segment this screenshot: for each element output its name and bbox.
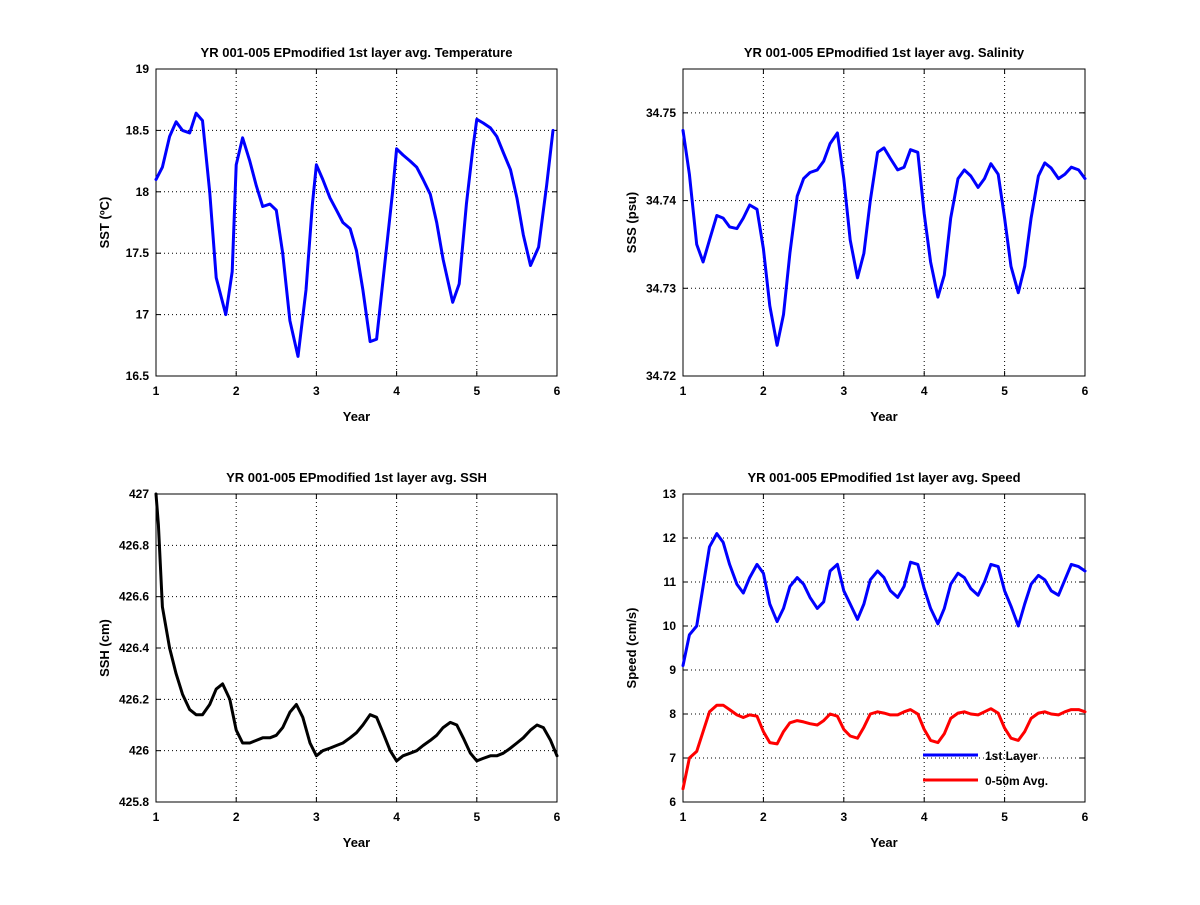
chart-title: YR 001-005 EPmodified 1st layer avg. Sal… — [744, 45, 1025, 60]
x-tick-label: 5 — [1001, 384, 1008, 398]
chart-title: YR 001-005 EPmodified 1st layer avg. Spe… — [747, 470, 1020, 485]
x-tick-label: 3 — [313, 810, 320, 824]
x-tick-label: 5 — [473, 384, 480, 398]
series-line — [154, 492, 559, 763]
y-tick-label: 9 — [669, 663, 676, 677]
y-tick-label: 34.72 — [646, 369, 676, 383]
chart-title: YR 001-005 EPmodified 1st layer avg. SSH — [226, 470, 487, 485]
x-tick-label: 3 — [840, 384, 847, 398]
x-axis-label: Year — [343, 835, 370, 850]
y-tick-label: 426 — [129, 744, 149, 758]
x-tick-label: 1 — [153, 384, 160, 398]
y-tick-label: 12 — [663, 531, 677, 545]
y-tick-label: 18.5 — [126, 123, 150, 137]
y-tick-label: 17 — [136, 308, 150, 322]
series-line-1st-layer — [681, 532, 1087, 668]
chart-salinity: 1 2 3 4 5 6 34.72 34.73 34.74 34.75 YR 001-005 EPm… — [624, 45, 1089, 424]
x-tick-label: 1 — [153, 810, 160, 824]
y-tick-label: 426.8 — [119, 538, 149, 552]
x-tick-label: 4 — [921, 810, 928, 824]
y-tick-label: 16.5 — [126, 369, 150, 383]
plot-area — [155, 68, 558, 377]
legend-label: 0-50m Avg. — [985, 774, 1048, 788]
x-tick-label: 2 — [760, 384, 767, 398]
y-tick-label: 426.6 — [119, 590, 149, 604]
y-tick-label: 6 — [669, 795, 676, 809]
y-tick-label: 13 — [663, 487, 677, 501]
x-tick-label: 1 — [680, 810, 687, 824]
chart-title: YR 001-005 EPmodified 1st layer avg. Tem… — [201, 45, 513, 60]
y-tick-label: 427 — [129, 487, 149, 501]
y-axis-label: SST (ºC) — [97, 197, 112, 249]
x-tick-label: 2 — [233, 384, 240, 398]
chart-ssh: 1 2 3 4 5 6 425.8 426 426.2 426.4 426.6 426.8 427 YR … — [97, 470, 561, 850]
series-line — [154, 111, 555, 358]
y-tick-label: 34.74 — [646, 194, 676, 208]
legend-label: 1st Layer — [985, 749, 1038, 763]
plot-area — [682, 68, 1086, 377]
x-tick-label: 4 — [393, 810, 400, 824]
x-tick-label: 2 — [760, 810, 767, 824]
y-axis-label: SSS (psu) — [624, 192, 639, 253]
y-tick-label: 34.73 — [646, 281, 676, 295]
y-tick-label: 10 — [663, 619, 677, 633]
y-tick-label: 18 — [136, 185, 150, 199]
x-axis-label: Year — [870, 409, 897, 424]
x-tick-label: 1 — [680, 384, 687, 398]
y-axis-label: SSH (cm) — [97, 619, 112, 677]
x-tick-label: 4 — [393, 384, 400, 398]
x-tick-label: 4 — [921, 384, 928, 398]
y-tick-label: 426.2 — [119, 692, 149, 706]
y-tick-label: 11 — [663, 575, 676, 589]
series-line — [681, 128, 1087, 347]
x-tick-label: 3 — [313, 384, 320, 398]
series-line-0-50m-avg- — [681, 703, 1087, 791]
x-axis-label: Year — [870, 835, 897, 850]
plot-area — [682, 493, 1086, 803]
y-tick-label: 17.5 — [126, 246, 150, 260]
x-tick-label: 6 — [1082, 810, 1089, 824]
y-tick-label: 426.4 — [119, 641, 149, 655]
x-tick-label: 6 — [554, 810, 561, 824]
y-axis-label: Speed (cm/s) — [624, 608, 639, 689]
y-tick-label: 7 — [669, 751, 676, 765]
x-tick-label: 5 — [473, 810, 480, 824]
y-tick-label: 425.8 — [119, 795, 149, 809]
x-tick-label: 6 — [554, 384, 561, 398]
x-tick-label: 3 — [840, 810, 847, 824]
x-tick-label: 5 — [1001, 810, 1008, 824]
chart-temperature: 1 2 3 4 5 6 16.5 17 17.5 18 18.5 19 YR 001-005 EPmod… — [97, 45, 561, 424]
y-tick-label: 19 — [136, 62, 150, 76]
y-tick-label: 8 — [669, 707, 676, 721]
x-axis-label: Year — [343, 409, 370, 424]
x-tick-label: 2 — [233, 810, 240, 824]
x-tick-label: 6 — [1082, 384, 1089, 398]
y-tick-label: 34.75 — [646, 106, 676, 120]
